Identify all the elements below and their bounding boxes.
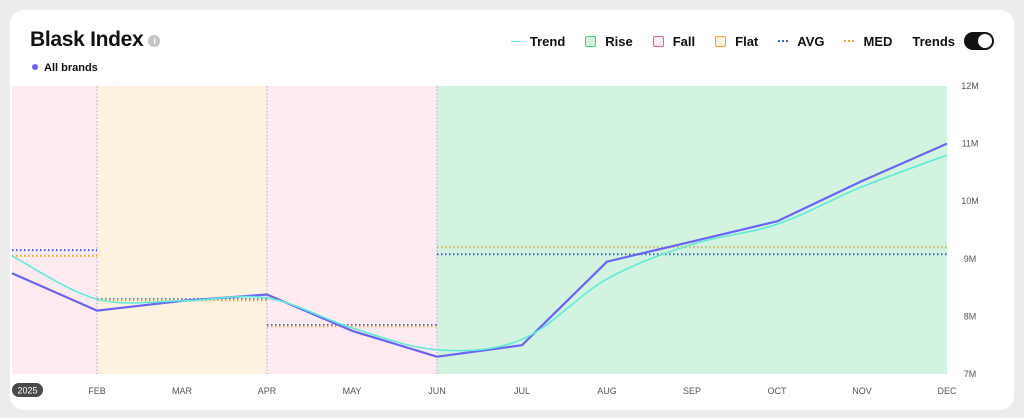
trends-toggle-label: Trends (912, 33, 955, 49)
x-tick-label: NOV (852, 386, 872, 396)
trends-toggle[interactable]: Trends (912, 32, 994, 50)
y-tick-label: 7M (964, 369, 977, 379)
x-tick-label: OCT (768, 386, 788, 396)
y-tick-label: 12M (961, 81, 979, 91)
chart-plot: 2025 FEB MAR APR MAY JUN JUL AUG SEP OCT NOV DEC 12… (11, 81, 979, 397)
brand-filter-text: All brands (44, 62, 98, 74)
legend-item-flat[interactable]: Flat (715, 34, 758, 49)
brand-dot-icon (32, 64, 38, 70)
flat-swatch-icon (715, 35, 727, 47)
chart-title-block: Blask Index i (30, 28, 161, 52)
legend-label-flat: Flat (735, 33, 759, 49)
chart-title: Blask Index (30, 28, 144, 51)
y-tick-label: 9M (964, 254, 977, 264)
x-tick-label: AUG (597, 386, 617, 396)
trend-series-line (11, 154, 948, 352)
avg-swatch-icon (778, 40, 789, 42)
x-tick-label: FEB (88, 386, 106, 396)
period-band-flat (97, 86, 267, 374)
period-band-rise (437, 86, 947, 374)
y-tick-label: 10M (961, 196, 979, 206)
legend-item-trend[interactable]: Trend (510, 33, 566, 49)
info-icon[interactable]: i (148, 35, 161, 47)
x-tick-label: MAY (343, 386, 362, 396)
x-tick-label: DEC (937, 386, 957, 396)
x-tick-label: SEP (683, 386, 701, 396)
legend-item-avg[interactable]: AVG (778, 34, 824, 49)
rise-swatch-icon (585, 35, 597, 47)
x-tick-label: APR (258, 386, 277, 396)
index-series-line (11, 142, 948, 358)
legend-label-avg: AVG (797, 33, 825, 49)
brand-filter-label[interactable]: All brands (32, 62, 98, 74)
legend-label-trend: Trend (529, 33, 566, 49)
legend-label-med: MED (863, 33, 893, 49)
x-tick-label: MAR (172, 386, 193, 396)
x-tick-label: JUN (428, 386, 446, 396)
period-band-fall (12, 86, 97, 374)
legend-label-fall: Fall (672, 33, 696, 49)
y-tick-label: 11M (962, 139, 979, 149)
med-swatch-icon (844, 40, 855, 42)
toggle-switch-icon[interactable] (964, 32, 994, 50)
y-tick-label: 8M (964, 311, 977, 321)
legend-item-fall[interactable]: Fall (652, 33, 696, 49)
fall-swatch-icon (652, 35, 664, 47)
legend-label-rise: Rise (605, 33, 633, 49)
year-badge (12, 383, 43, 397)
trend-swatch-icon (510, 40, 521, 42)
x-tick-label: JUL (514, 386, 530, 396)
legend-item-rise[interactable]: Rise (585, 33, 633, 49)
chart-legend: Trend Rise Fall Flat AVG MED Trends (491, 32, 994, 50)
chart-card: Blask Index i All brands Trend Rise Fall … (10, 10, 1014, 410)
x-tick-label: 2025 (17, 386, 37, 396)
legend-item-med[interactable]: MED (844, 34, 892, 49)
